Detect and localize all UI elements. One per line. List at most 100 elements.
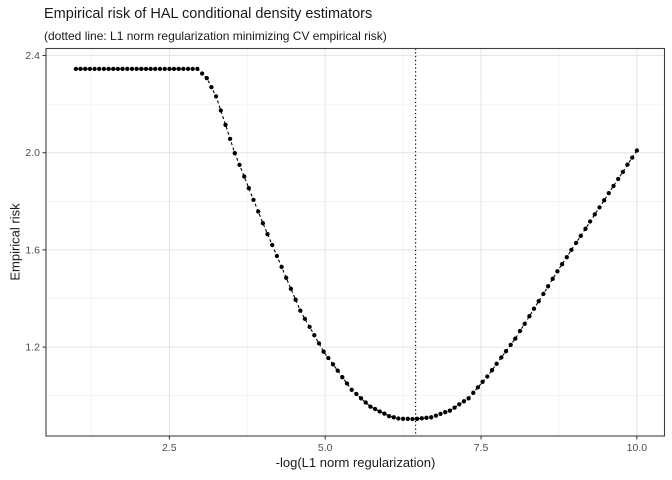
data-point bbox=[148, 66, 153, 72]
data-point bbox=[162, 66, 167, 72]
data-point bbox=[284, 275, 289, 280]
data-point bbox=[176, 66, 181, 72]
data-point bbox=[106, 66, 111, 72]
data-point bbox=[382, 411, 387, 416]
data-point bbox=[489, 368, 495, 373]
data-point bbox=[227, 136, 233, 142]
data-point bbox=[513, 336, 518, 341]
data-point bbox=[111, 66, 116, 72]
y-tick-label: 1.2 bbox=[25, 342, 40, 354]
y-axis-title: Empirical risk bbox=[7, 203, 23, 281]
data-point bbox=[190, 66, 195, 72]
data-point bbox=[602, 198, 607, 203]
data-point bbox=[522, 321, 527, 326]
data-point bbox=[583, 226, 588, 231]
data-point bbox=[466, 396, 471, 401]
data-point bbox=[578, 233, 583, 238]
data-point bbox=[157, 66, 163, 72]
data-point bbox=[237, 162, 242, 168]
data-point bbox=[443, 410, 448, 415]
y-tick-label: 1.6 bbox=[25, 244, 40, 256]
data-point bbox=[485, 374, 490, 379]
data-point bbox=[87, 66, 93, 72]
data-point bbox=[410, 416, 415, 422]
data-point bbox=[129, 66, 135, 72]
data-point bbox=[293, 297, 298, 302]
data-point bbox=[181, 66, 186, 72]
data-point bbox=[153, 66, 158, 72]
data-point bbox=[634, 148, 640, 153]
data-point bbox=[242, 174, 247, 179]
data-point bbox=[195, 66, 200, 72]
data-point bbox=[246, 186, 251, 191]
data-point bbox=[204, 75, 209, 81]
data-point bbox=[260, 221, 266, 226]
data-point bbox=[616, 176, 621, 182]
data-point bbox=[316, 341, 322, 346]
panel-border bbox=[45, 47, 666, 437]
data-point bbox=[125, 66, 130, 72]
plot-subtitle: (dotted line: L1 norm regularization min… bbox=[44, 29, 387, 43]
data-point bbox=[606, 190, 611, 196]
data-point bbox=[251, 197, 256, 203]
data-point bbox=[358, 396, 364, 401]
data-point bbox=[223, 122, 228, 127]
data-point bbox=[307, 324, 312, 330]
data-point bbox=[391, 415, 396, 420]
data-point bbox=[424, 415, 429, 420]
data-point bbox=[330, 362, 336, 367]
data-point bbox=[97, 66, 102, 72]
data-point bbox=[167, 66, 172, 72]
data-point bbox=[541, 291, 546, 297]
y-tick-label: 2.4 bbox=[25, 50, 40, 62]
data-point bbox=[270, 242, 275, 248]
x-axis-title: -log(L1 norm regularization) bbox=[275, 455, 436, 470]
data-point bbox=[536, 299, 541, 304]
data-point bbox=[386, 413, 392, 419]
data-point bbox=[265, 231, 270, 237]
data-point bbox=[569, 247, 574, 253]
data-point bbox=[452, 405, 457, 410]
data-point bbox=[597, 205, 602, 210]
data-point bbox=[499, 355, 504, 360]
x-tick-label: 7.5 bbox=[474, 442, 489, 454]
data-point bbox=[573, 240, 579, 246]
data-point bbox=[587, 219, 593, 224]
data-point bbox=[288, 286, 294, 291]
data-point bbox=[531, 306, 537, 311]
data-point bbox=[279, 264, 284, 270]
x-tick-label: 10.0 bbox=[627, 442, 648, 454]
data-point bbox=[480, 379, 485, 384]
data-point bbox=[564, 255, 569, 260]
data-point bbox=[630, 155, 635, 160]
data-point bbox=[429, 415, 434, 420]
data-point bbox=[559, 262, 565, 267]
data-point bbox=[555, 269, 560, 274]
plot-title: Empirical risk of HAL conditional densit… bbox=[44, 6, 373, 22]
data-point bbox=[354, 391, 359, 397]
data-point bbox=[438, 411, 443, 417]
data-point bbox=[92, 66, 97, 72]
data-point bbox=[377, 409, 382, 414]
data-point bbox=[372, 406, 378, 412]
data-point bbox=[115, 66, 121, 72]
data-point bbox=[475, 385, 481, 390]
data-point bbox=[274, 253, 280, 259]
data-point bbox=[134, 66, 139, 72]
data-point bbox=[620, 169, 626, 175]
data-point bbox=[494, 361, 499, 366]
data-point bbox=[213, 94, 219, 99]
data-point bbox=[400, 416, 406, 421]
data-point bbox=[405, 416, 410, 421]
data-point bbox=[363, 400, 368, 405]
data-point bbox=[396, 416, 401, 421]
data-point bbox=[503, 349, 509, 354]
data-point bbox=[344, 381, 350, 386]
data-point bbox=[185, 66, 191, 72]
data-point bbox=[335, 368, 340, 373]
data-point bbox=[302, 316, 308, 322]
data-point bbox=[545, 284, 551, 289]
data-point bbox=[461, 399, 467, 404]
